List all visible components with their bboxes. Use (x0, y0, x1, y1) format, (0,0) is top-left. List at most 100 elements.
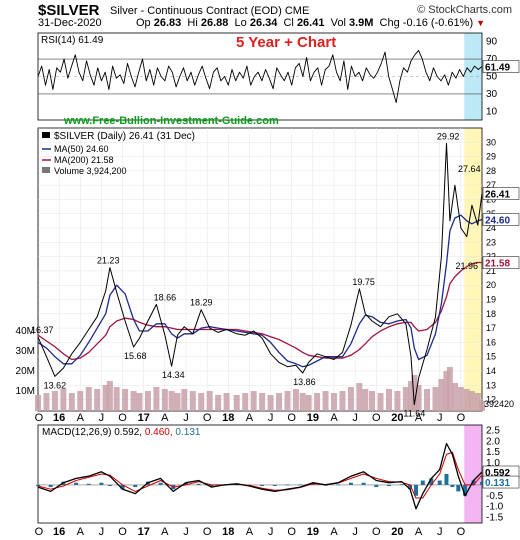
macd-tick-label: -1.5 (486, 513, 504, 524)
rsi-legend: RSI(14) 61.49 (41, 35, 104, 46)
volume-bar (136, 393, 143, 411)
macd-histogram-bar (86, 483, 91, 485)
macd-histogram-bar (414, 484, 419, 496)
price-tick-label: 12 (486, 395, 496, 405)
vol-value: 3.9M (348, 17, 374, 29)
price-value-badge-box (482, 187, 520, 200)
volume-bar (411, 375, 418, 411)
x-axis-label-bottom: O (118, 526, 127, 538)
quote-stats: Op 26.83 Hi 26.88 Lo 26.34 Cl 26.41 Vol … (136, 17, 485, 29)
macd-histogram-bar (310, 483, 315, 485)
x-axis-label-top: A (246, 412, 254, 424)
price-tick-label: 16 (486, 337, 496, 347)
x-axis-label-top: J (352, 412, 358, 424)
volume-bar (305, 395, 312, 411)
macd-histogram-bar (48, 484, 53, 488)
macd-legend-part: 0.460, (142, 427, 173, 438)
down-arrow-icon: ▼ (476, 18, 486, 28)
volume-bar (144, 391, 151, 411)
vol-label: Vol (330, 17, 346, 29)
x-axis-label-top: O (118, 412, 127, 424)
volume-axis-label: 10M (16, 386, 35, 397)
price-extreme-label: 27.64 (458, 164, 481, 174)
macd-histogram-bar (456, 484, 461, 492)
description-text: Silver - Continuous Contract (EOD) (110, 5, 282, 17)
macd-histogram-bar (99, 482, 104, 485)
macd-histogram-bar (336, 484, 341, 486)
x-axis-label-top: A (330, 412, 338, 424)
volume-bar (60, 389, 67, 411)
volume-bar (168, 391, 175, 411)
rsi-tick-label: 30 (486, 89, 498, 100)
macd-histogram-bar (107, 484, 112, 486)
rsi-tick-label: 50 (486, 72, 498, 83)
x-axis-label-top: J (437, 412, 443, 424)
price-highlight-band (464, 128, 482, 411)
close-label: Cl (283, 17, 294, 29)
x-axis-label-top: O (457, 412, 466, 424)
macd-histogram-bar (463, 484, 468, 496)
volume-bar (242, 393, 249, 411)
volume-bar (347, 387, 354, 411)
volume-bar (189, 391, 196, 411)
macd-line (37, 442, 483, 510)
macd-histogram-bar (348, 482, 353, 485)
chg-value: -0.16 (-0.61%) (402, 17, 474, 29)
macd-value-badge: 0.592 (485, 468, 510, 479)
ma200-line (37, 261, 483, 361)
close-value: 26.41 (296, 17, 325, 29)
website-annotation: www.Free-Bullion-Investment-Guide.com (63, 115, 279, 127)
x-axis-label-top: O (203, 412, 212, 424)
rsi-value-badge: 61.49 (485, 63, 510, 74)
x-axis-label-bottom: O (35, 526, 44, 538)
symbol-title: $SILVER (38, 2, 100, 19)
volume-bar (457, 387, 464, 411)
x-axis-label-top: 16 (53, 412, 65, 424)
volume-bar (424, 389, 431, 411)
price-tick-label: 15 (486, 352, 496, 362)
macd-legend-part: MACD(12,26,9) (42, 427, 111, 438)
macd-histogram-bar (74, 482, 79, 485)
macd-histogram-bar (437, 480, 442, 485)
ma200-value-badge: 21.58 (485, 259, 510, 270)
x-axis-label-bottom: A (330, 526, 338, 538)
volume-bar (122, 389, 129, 411)
ma50-value-badge-box (482, 213, 520, 226)
volume-bar (94, 389, 101, 411)
volume-bar (356, 383, 363, 411)
volume-bar (174, 393, 181, 411)
x-axis-label-top: 19 (307, 412, 319, 424)
legend-ma50: MA(50) 24.60 (54, 144, 109, 154)
volume-bar (161, 389, 168, 411)
volume-bar (102, 385, 109, 411)
volume-bar (299, 393, 306, 411)
volume-bar (443, 371, 450, 411)
low-value: 26.34 (249, 17, 278, 29)
volume-bar (474, 393, 481, 411)
macd-legend-part: 0.131 (173, 427, 201, 438)
x-axis-label-bottom: 18 (222, 526, 234, 538)
x-axis-label-top: 17 (138, 412, 150, 424)
volume-bar (153, 387, 160, 411)
macd-histogram-bar (158, 482, 163, 485)
volume-bar (51, 391, 58, 411)
macd-histogram-bar (450, 484, 455, 488)
volume-axis-label: 30M (16, 346, 35, 357)
volume-bar (198, 393, 205, 411)
volume-bar (415, 385, 422, 411)
brand-logo: © StockCharts.com (417, 4, 512, 16)
macd-tick-label: -1.0 (486, 502, 504, 513)
volume-bar (206, 391, 213, 411)
volume-bar (113, 387, 120, 411)
price-tick-label: 13 (486, 380, 496, 390)
macd-histogram-bar (196, 483, 201, 485)
price-tick-label: 28 (486, 166, 496, 176)
rsi-tick-label: 70 (486, 54, 498, 65)
ma50-value-badge: 24.60 (485, 215, 510, 226)
ma50-line (37, 214, 483, 368)
macd-tick-label: 2.0 (486, 436, 500, 447)
exchange-text: CME (284, 5, 310, 17)
volume-bar (451, 383, 458, 411)
macd-histogram-bar (260, 484, 265, 486)
price-tick-label: 23 (486, 237, 496, 247)
